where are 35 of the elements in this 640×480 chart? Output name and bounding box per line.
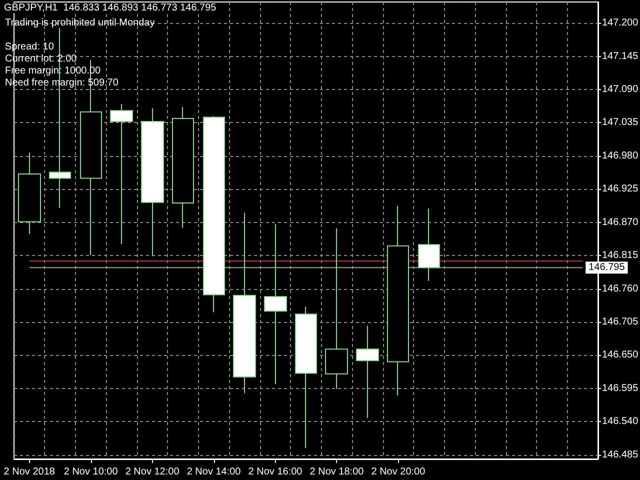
chart-title: GBPJPY,H1 146.833 146.893 146.773 146.795 <box>4 2 217 14</box>
y-tick-label: 146.650 <box>602 350 639 361</box>
candlestick <box>418 208 440 282</box>
candlestick <box>325 228 348 390</box>
candlestick <box>295 306 317 449</box>
x-tick-label: 2 Nov 2018 <box>4 466 56 478</box>
candlestick <box>264 224 287 385</box>
y-tick-label: 146.870 <box>602 216 639 228</box>
candlestick <box>172 106 194 228</box>
ref-line-label: 146.795 <box>588 262 626 274</box>
y-tick-label: 147.145 <box>602 50 639 62</box>
candlestick <box>18 152 41 234</box>
y-tick-label: 146.485 <box>602 449 639 460</box>
x-tick-label: 2 Nov 18:00 <box>310 466 364 478</box>
y-tick-label: 146.815 <box>602 250 639 262</box>
x-tick-label: 2 Nov 12:00 <box>125 466 180 478</box>
y-tick-label: 146.760 <box>602 283 639 294</box>
candlestick <box>233 212 256 394</box>
y-tick-label: 146.705 <box>602 316 639 328</box>
x-tick-label: 2 Nov 20:00 <box>371 466 426 478</box>
y-tick-label: 147.035 <box>602 117 639 128</box>
x-tick-label: 2 Nov 10:00 <box>64 466 118 478</box>
candlestick <box>387 206 409 396</box>
y-tick-label: 147.200 <box>602 18 639 29</box>
x-tick-label: 2 Nov 16:00 <box>248 466 303 478</box>
y-tick-label: 146.925 <box>602 184 639 195</box>
candlestick <box>203 116 225 313</box>
x-tick-label: 2 Nov 14:00 <box>186 466 242 478</box>
y-tick-label: 146.595 <box>602 382 639 394</box>
y-tick-label: 147.090 <box>602 84 639 96</box>
candlestick <box>110 104 133 245</box>
y-tick-label: 146.980 <box>602 150 639 162</box>
y-tick-label: 146.540 <box>602 416 639 428</box>
candlestick <box>356 325 379 418</box>
candlestick <box>141 108 164 257</box>
